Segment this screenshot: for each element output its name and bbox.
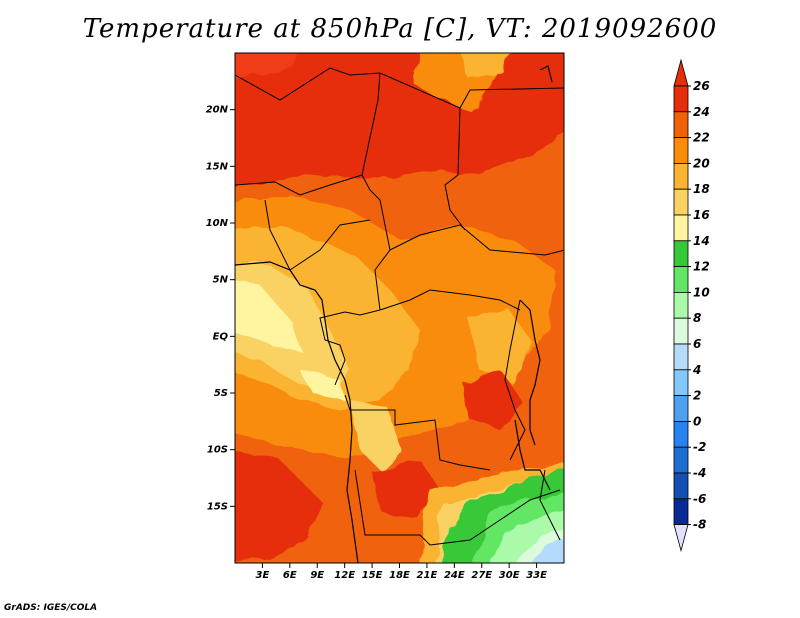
- lat-tick-label: 5N: [213, 275, 229, 286]
- lon-tick-label: 18E: [389, 570, 410, 581]
- colorbar-swatch: [673, 343, 689, 371]
- colorbar-swatch: [673, 420, 689, 448]
- coast-west-africa: [235, 261, 359, 563]
- colorbar-swatch: [673, 188, 689, 216]
- border-niger-nigeria: [235, 174, 363, 196]
- colorbar-swatch: [673, 472, 689, 500]
- field-west-14: [235, 281, 300, 350]
- lon-tick-label: 21E: [417, 570, 438, 581]
- colorbar-swatch: [673, 111, 689, 139]
- lon-tick-label: 15E: [362, 570, 383, 581]
- colorbar-swatch: [673, 266, 689, 293]
- coastline: [235, 65, 553, 563]
- border-zambia-south: [429, 489, 561, 546]
- coast-lake-tanganyika: [519, 299, 541, 446]
- border-chad-sudan: [444, 107, 466, 231]
- colorbar-label: 4: [692, 363, 701, 377]
- colorbar-swatch: [673, 446, 689, 474]
- colorbar-swatch: [673, 85, 689, 113]
- lat-tick-label: 5S: [214, 388, 228, 399]
- lon-tick-label: 24E: [444, 570, 465, 581]
- coast-lake-malawi: [514, 419, 551, 491]
- temperature-field: [235, 53, 564, 563]
- border-nigeria-cameroon: [264, 199, 371, 271]
- colorbar-swatch: [673, 395, 689, 422]
- field-sw-24: [235, 451, 320, 563]
- grads-credit: GrADS: IGES/COLA: [4, 603, 98, 613]
- colorbar-swatch: [673, 137, 689, 164]
- border-congo-drc-north: [379, 289, 521, 311]
- colorbar-label: 10: [693, 285, 710, 299]
- colorbar-label: 20: [693, 156, 710, 170]
- map-title: Temperature at 850hPa [C], VT: 201909260…: [82, 14, 718, 44]
- colorbar-swatch: [673, 291, 689, 319]
- longitude-axis: 3E 6E 9E 12E 15E 18E 21E 24E 27E 30E 33E: [256, 563, 547, 581]
- colorbar-label: 12: [693, 260, 710, 274]
- lat-tick-label: 10N: [206, 218, 229, 229]
- field-nw-26: [235, 53, 296, 79]
- colorbar-label: 14: [693, 234, 710, 248]
- colorbar-swatch: [673, 214, 689, 242]
- field-east-24: [460, 370, 520, 430]
- lon-tick-label: 30E: [499, 570, 520, 581]
- colorbar-swatch: [673, 162, 689, 190]
- colorbar-swatch: [673, 498, 689, 525]
- colorbar-swatch: [673, 369, 689, 396]
- coast-red-sea: [539, 65, 553, 83]
- lat-tick-label: 15N: [206, 161, 229, 172]
- field-south-16: [350, 400, 400, 470]
- lon-tick-label: 12E: [334, 570, 355, 581]
- colorbar-label: 22: [693, 131, 710, 145]
- lat-tick-label: 15S: [207, 501, 228, 512]
- country-borders: [235, 67, 564, 546]
- border-angola-namibia: [354, 469, 431, 546]
- colorbar-label: 0: [693, 414, 701, 428]
- field-coast-14: [300, 370, 345, 400]
- colorbar-swatch: [673, 317, 689, 345]
- colorbar-label: 2: [693, 389, 701, 403]
- field-south-24: [370, 460, 440, 520]
- border-drc-angola: [344, 394, 491, 471]
- lon-tick-label: 33E: [526, 570, 547, 581]
- colorbar-label: -6: [693, 492, 706, 506]
- border-mozambique: [539, 469, 561, 541]
- lat-tick-label: EQ: [213, 331, 229, 342]
- colorbar-label: 18: [693, 182, 710, 196]
- colorbar-bottom-triangle: [673, 524, 689, 553]
- colorbar-label: -8: [693, 518, 706, 532]
- lat-tick-label: 10S: [207, 445, 228, 456]
- border-drc-east: [504, 299, 526, 461]
- colorbar-swatch: [673, 240, 689, 268]
- lon-tick-label: 6E: [283, 570, 297, 581]
- colorbar-label: 26: [693, 79, 710, 93]
- lon-tick-label: 27E: [471, 570, 492, 581]
- lon-tick-label: 9E: [310, 570, 324, 581]
- colorbar-label: 6: [693, 337, 701, 351]
- latitude-axis: 20N 15N 10N 5N EQ 5S 10S 15S: [206, 105, 235, 512]
- colorbar-label: -2: [693, 440, 706, 454]
- lon-tick-label: 3E: [256, 570, 270, 581]
- field-se-4: [528, 540, 564, 563]
- field-north-18: [458, 53, 514, 80]
- colorbar-label: 24: [693, 105, 710, 119]
- border-libya-niger: [235, 67, 564, 109]
- colorbar-label: 8: [693, 311, 701, 325]
- colorbar-top-triangle: [673, 58, 689, 87]
- colorbar-label: 16: [693, 208, 710, 222]
- colorbar-label: -4: [693, 466, 706, 480]
- lat-tick-label: 20N: [206, 105, 229, 116]
